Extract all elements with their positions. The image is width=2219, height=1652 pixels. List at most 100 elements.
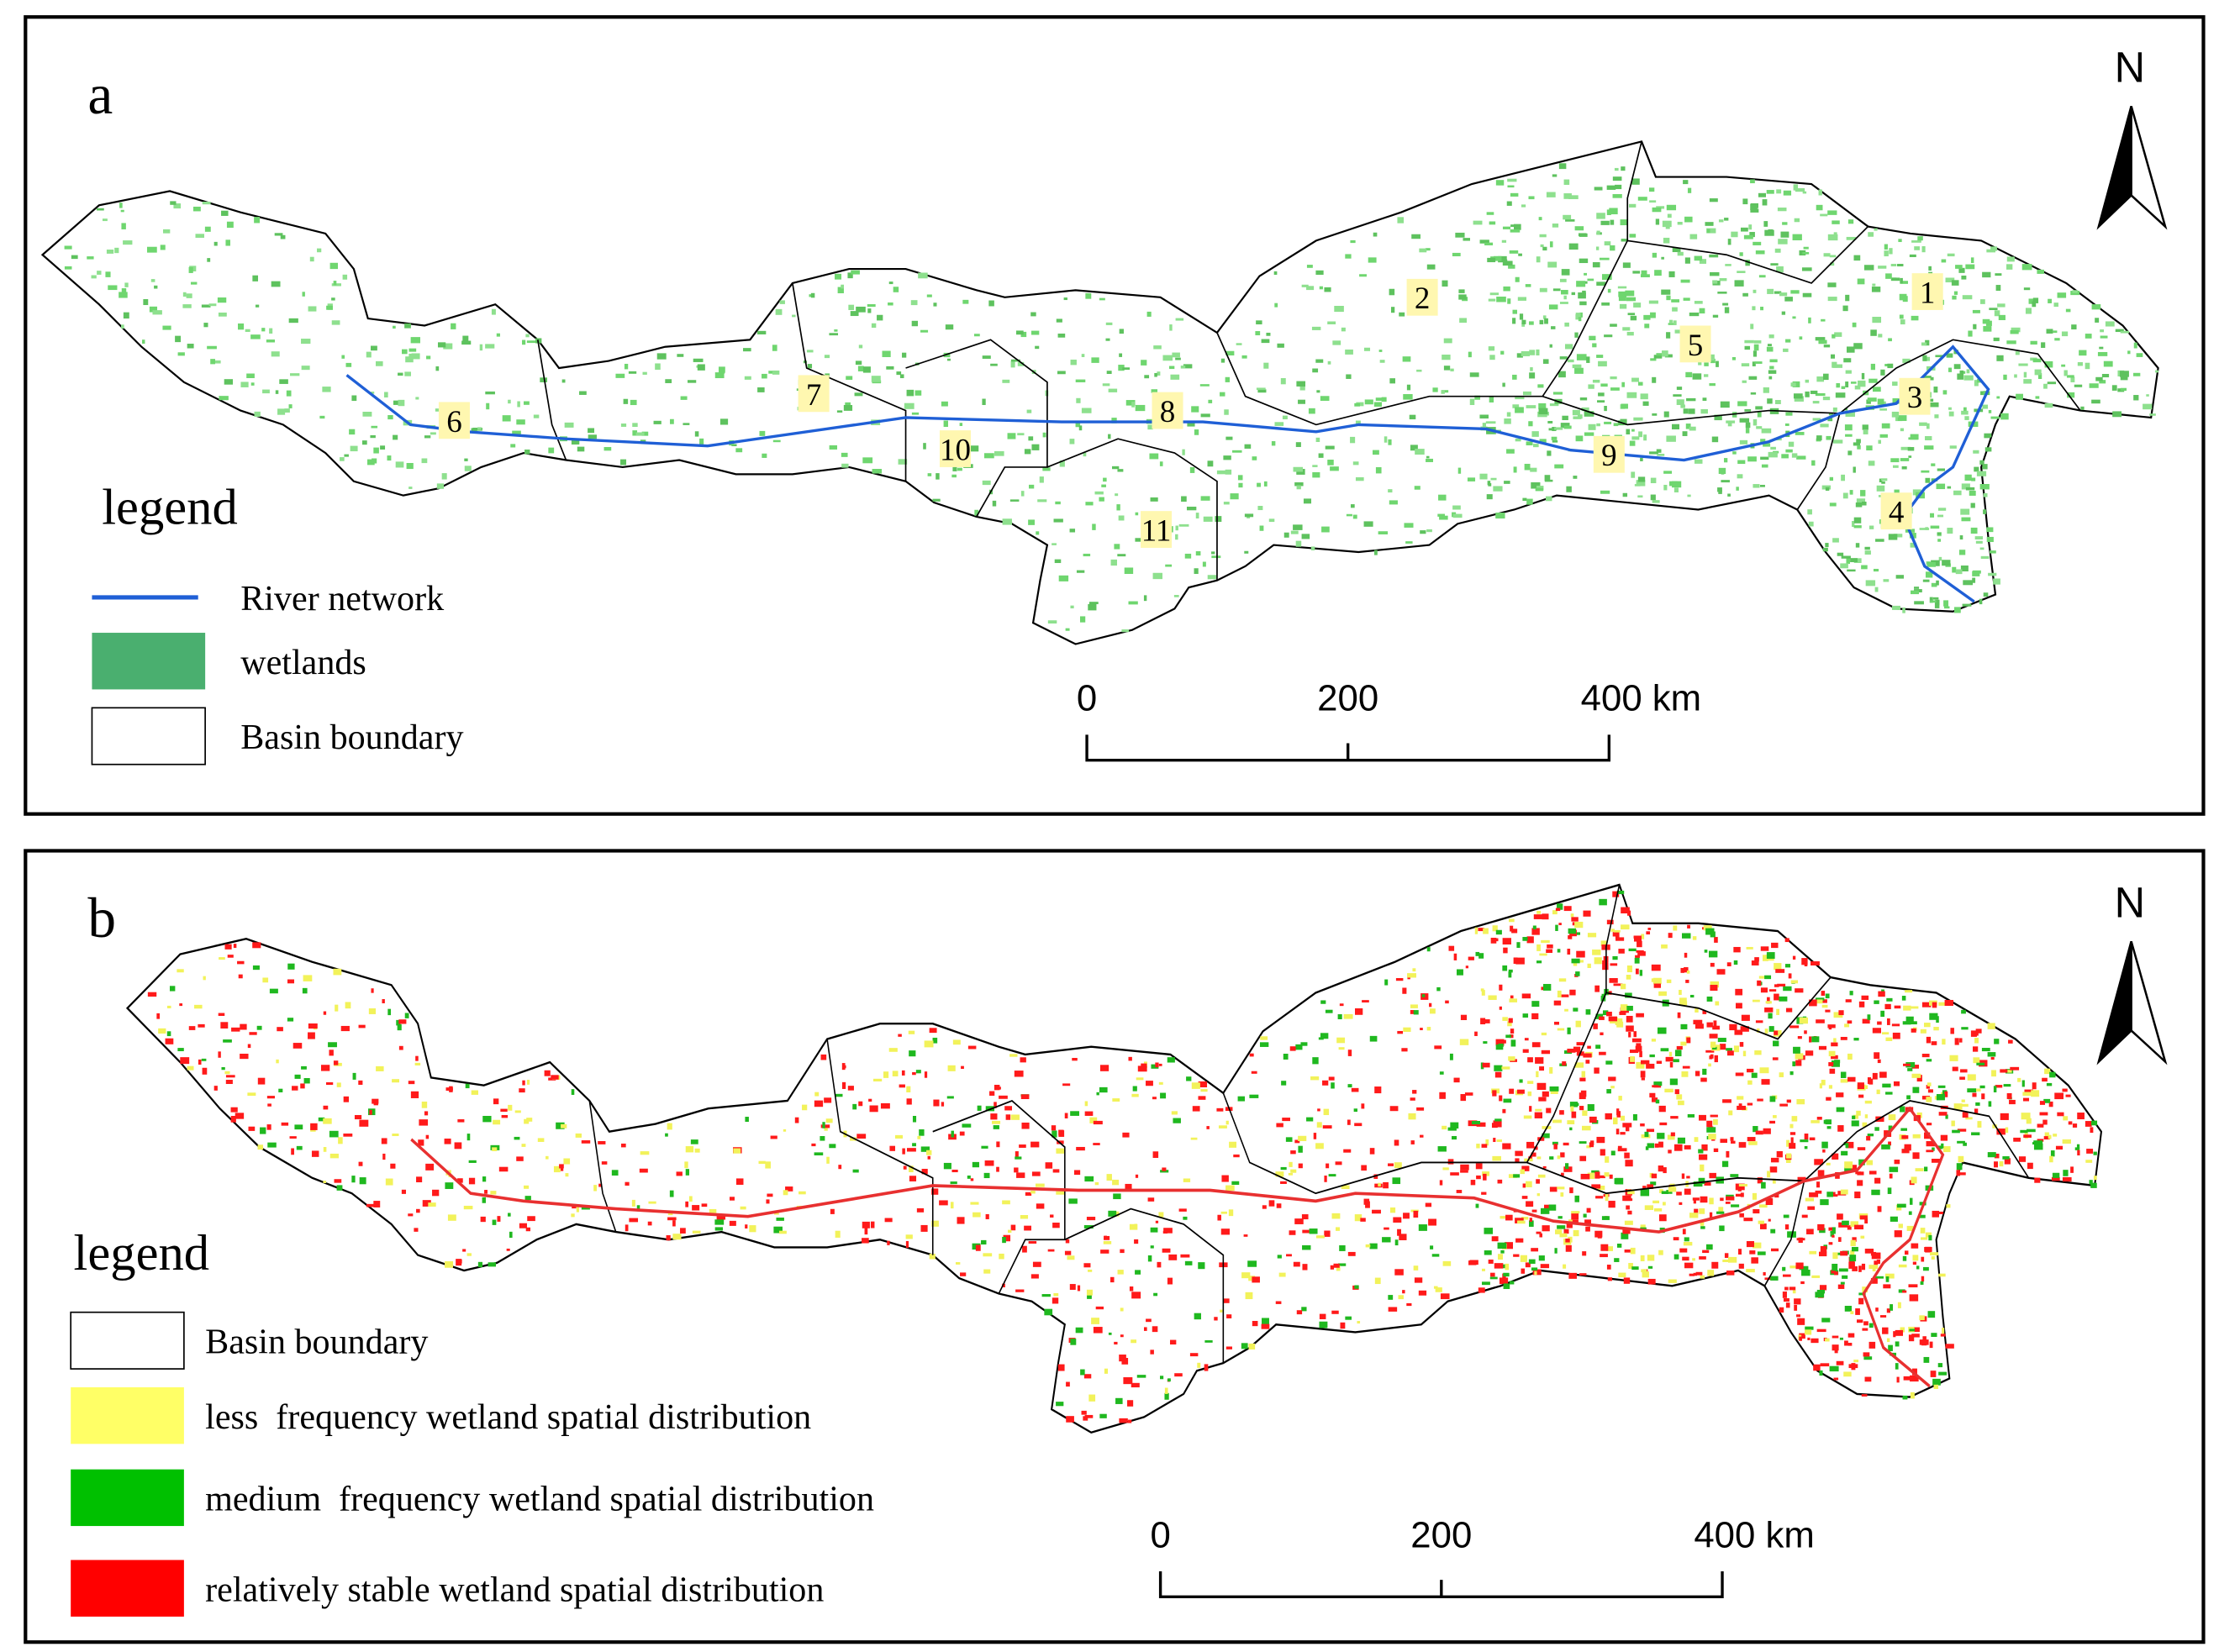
wetland-patch [1983,326,1992,332]
wetland-patch [1709,198,1718,203]
wetland-patch [1973,450,1979,454]
wetland-patch [1508,1174,1518,1178]
wetland-patch [1388,1295,1394,1300]
wetland-patch [667,1123,672,1130]
wetland-patch [1636,480,1646,487]
wetland-patch [1768,1026,1774,1032]
wetland-patch [1160,1376,1164,1380]
wetland-patch [947,1065,956,1071]
wetland-patch [523,401,530,405]
wetland-patch [1612,176,1622,182]
wetland-patch [869,1105,878,1113]
wetland-patch [1573,932,1581,935]
wetland-patch [2149,413,2156,416]
wetland-patch [1799,336,1803,340]
wetland-patch [1761,1079,1770,1085]
wetland-patch [820,1124,830,1129]
wetland-patch [1999,1160,2004,1167]
wetland-patch [1157,1261,1162,1268]
wetland-patch [1699,1154,1708,1160]
wetland-patch [1539,234,1547,238]
wetland-patch [1625,992,1632,998]
wetland-patch [1663,237,1670,244]
wetland-patch [1757,412,1762,418]
wetland-patch [1178,523,1189,527]
wetland-patch [1143,595,1147,602]
wetland-patch [1295,1044,1303,1050]
wetland-patch [1795,187,1805,192]
wetland-patch [188,1026,196,1030]
wetland-patch [1922,1266,1929,1271]
wetland-patch [1921,1002,1932,1008]
wetland-patch [1814,1159,1824,1165]
wetland-patch [1522,391,1531,396]
wetland-patch [1788,441,1795,447]
wetland-patch [1541,1050,1551,1055]
wetland-patch [1624,1220,1633,1225]
wetland-patch [1900,1327,1905,1333]
wetland-patch [1163,1228,1173,1234]
wetland-patch [1521,204,1526,208]
wetland-patch [1288,1172,1293,1176]
wetland-patch [1554,464,1564,469]
wetland-patch [1573,1008,1579,1012]
wetland-patch [1610,929,1615,932]
wetland-patch [1373,450,1379,455]
wetland-patch [1836,1360,1844,1365]
wetland-patch [1759,484,1765,487]
wetland-patch [1972,1046,1979,1052]
wetland-patch [1828,1062,1834,1066]
wetland-patch [1792,1290,1796,1294]
wetland-patch [1970,502,1975,508]
wetland-patch [1880,1010,1885,1018]
wetland-patch [1199,384,1210,387]
wetland-patch [1481,990,1485,996]
wetland-patch [1083,1225,1094,1229]
wetland-patch [579,391,587,395]
wetland-patch [323,1147,327,1152]
wetland-patch [1761,464,1768,468]
wetland-patch [230,1115,236,1123]
wetland-patch [1953,1103,1963,1110]
wetland-patch [1753,1126,1758,1133]
wetland-patch [1200,1089,1208,1092]
wetland-patch [1296,381,1306,387]
wetland-patch [1683,297,1690,301]
wetland-patch [1576,950,1585,958]
wetland-patch [1718,467,1726,475]
wetland-patch [1849,1255,1857,1262]
wetland-patch [1687,187,1692,193]
wetland-patch [1717,292,1727,294]
wetland-patch [1261,1318,1269,1324]
wetland-patch [1437,513,1445,517]
wetland-patch [1979,1085,1985,1089]
wetland-patch [1559,356,1568,360]
wetland-patch [1315,437,1320,442]
wetland-patch [1015,1156,1022,1160]
wetland-patch [1719,278,1727,281]
wetland-patch [783,1129,787,1132]
wetland-patch [1758,976,1768,979]
wetland-patch [1768,1218,1771,1222]
wetland-patch [1680,279,1690,283]
wetland-patch [1560,423,1570,429]
wetland-patch [1256,387,1266,391]
wetland-patch [1457,467,1462,474]
wetland-patch [1668,319,1673,324]
wetland-patch [1853,343,1863,350]
wetland-patch [302,987,308,994]
wetland-patch [1937,532,1942,535]
wetland-patch [1964,474,1972,481]
wetland-patch [814,1100,824,1107]
wetland-patch [87,256,94,260]
wetland-patch [1493,1138,1496,1143]
wetland-patch [269,988,278,994]
wetland-patch [1520,1169,1525,1175]
wetland-patch [266,339,275,343]
wetland-patch [2048,1101,2053,1107]
wetland-patch [1494,1118,1502,1122]
wetland-patch [1727,493,1731,497]
wetland-patch [1502,1143,1511,1150]
wetland-patch [889,1145,895,1151]
wetland-patch [2004,1158,2011,1165]
